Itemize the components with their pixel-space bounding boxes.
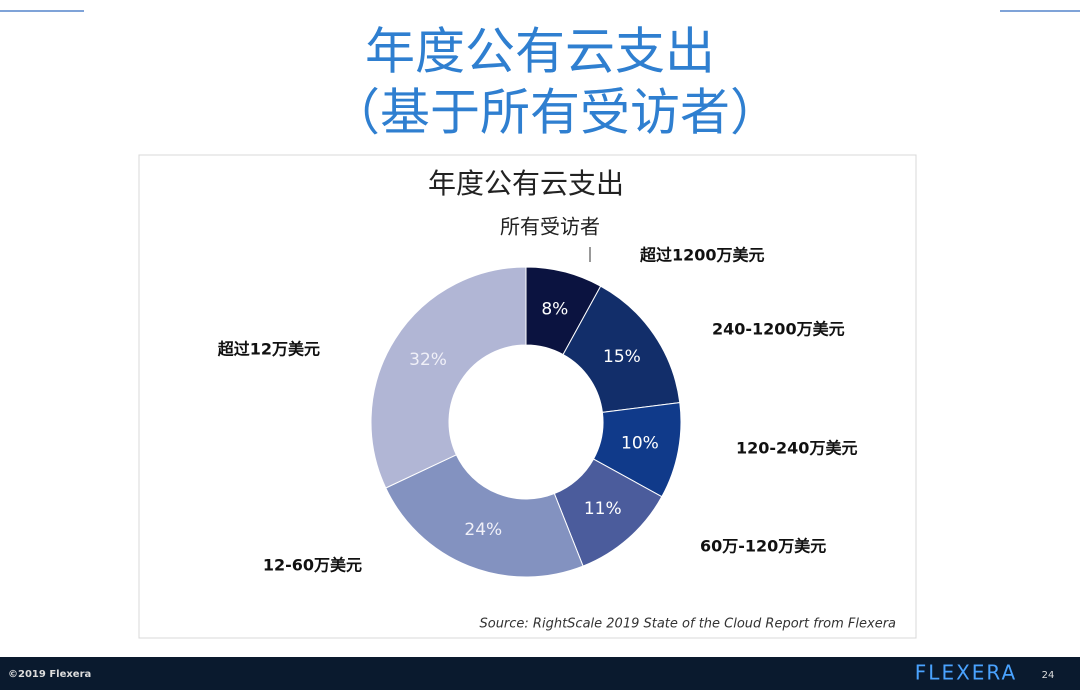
category-label: 超过12万美元 — [217, 340, 320, 359]
slide-title: 年度公有云支出 — [365, 23, 715, 81]
footer-copyright: ©2019 Flexera — [8, 669, 91, 680]
value-label: 24% — [464, 520, 502, 540]
footer-logo: FLEXERA — [915, 661, 1017, 685]
page-number: 24 — [1042, 670, 1055, 681]
category-label: 240-1200万美元 — [712, 320, 845, 339]
chart-title: 年度公有云支出 — [428, 167, 624, 200]
donut-segment — [562, 285, 681, 413]
chart-subtitle: 所有受访者 — [500, 215, 600, 239]
donut-chart: 8% 超过1200万美元 15% 240-1200万美元 10% 120-240万美元 11… — [217, 246, 857, 578]
value-label: 11% — [584, 499, 622, 519]
footer-bar — [0, 657, 1080, 690]
value-label: 10% — [621, 434, 659, 454]
category-label: 60万-120万美元 — [700, 537, 826, 556]
donut-segment — [370, 266, 527, 489]
donut-segment — [385, 454, 584, 578]
value-label: 15% — [603, 347, 641, 367]
category-label: 12-60万美元 — [263, 556, 362, 575]
source-note: Source: RightScale 2019 State of the Clo… — [479, 617, 896, 632]
category-label: 120-240万美元 — [736, 439, 857, 458]
category-label: 超过1200万美元 — [639, 246, 765, 265]
slide-title: （基于所有受访者） — [330, 84, 780, 142]
value-label: 32% — [409, 350, 447, 370]
value-label: 8% — [541, 300, 568, 320]
